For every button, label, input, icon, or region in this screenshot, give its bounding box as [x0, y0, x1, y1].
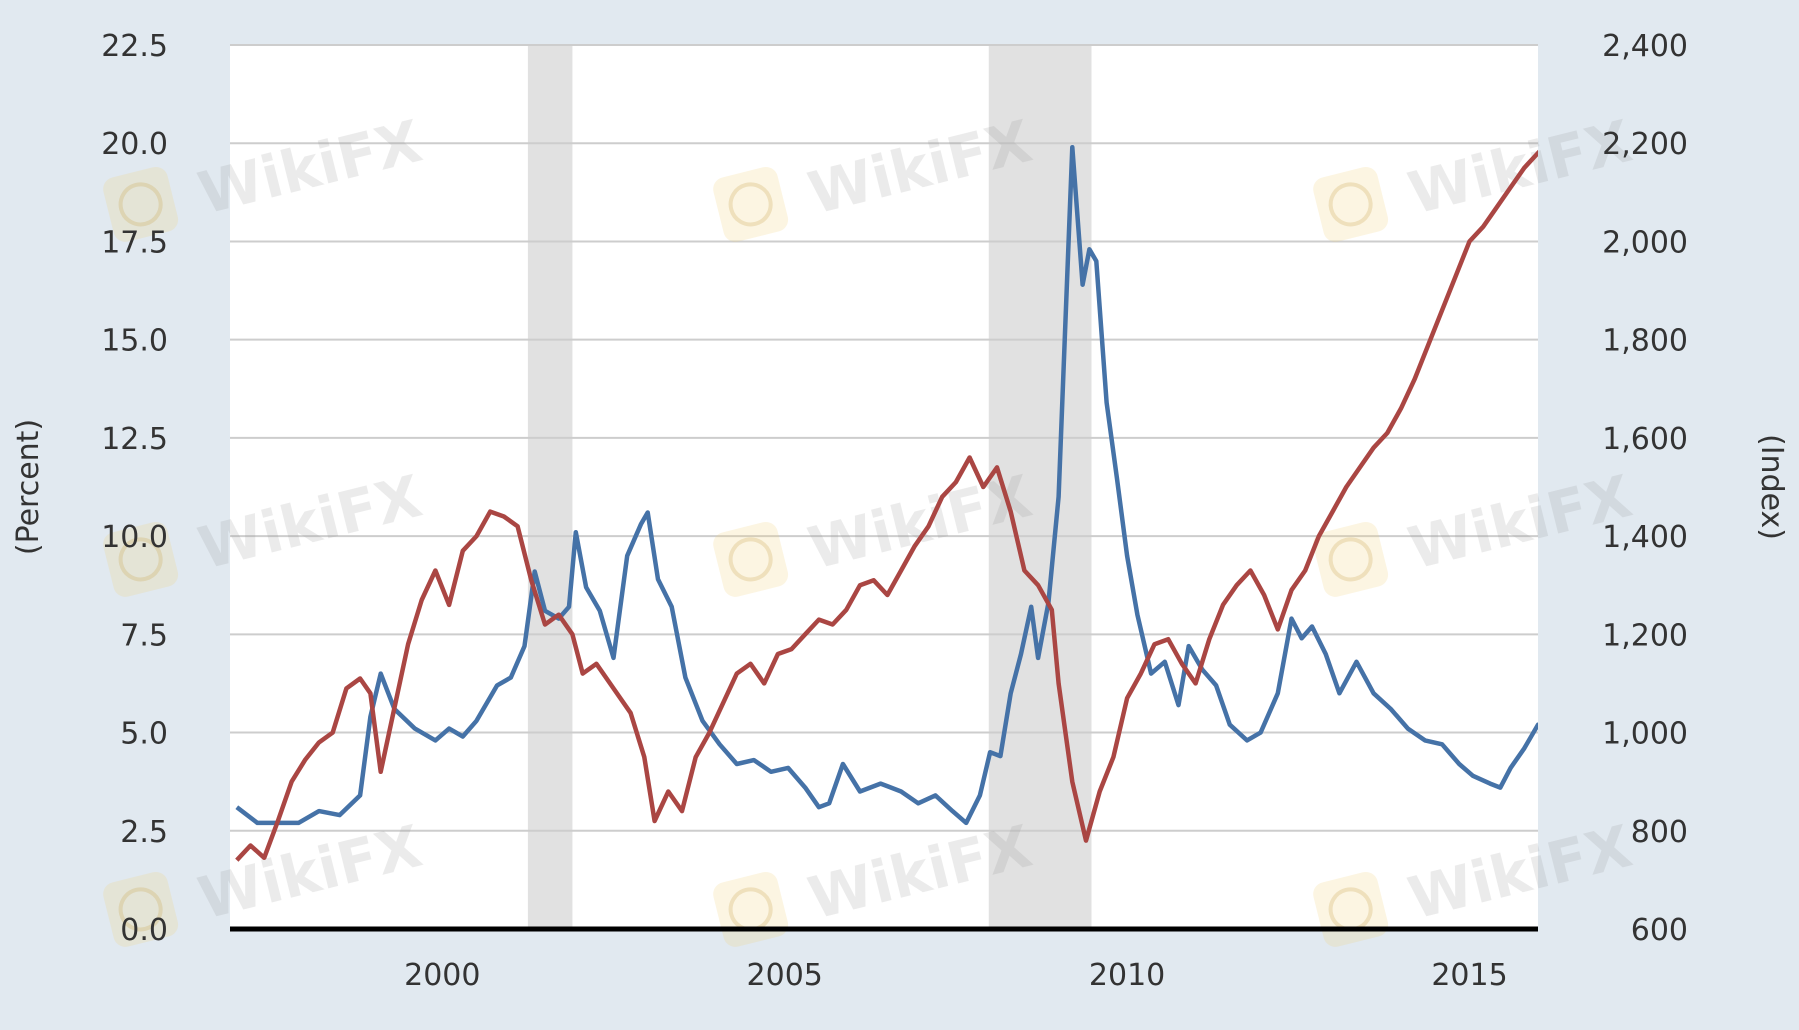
watermark-logo-icon: [1313, 521, 1389, 597]
right-y-tick-label: 1,800: [1602, 324, 1688, 359]
watermark-logo-ring: [728, 537, 773, 582]
watermark-logo-ring: [1328, 537, 1373, 582]
left-y-tick-label: 15.0: [101, 324, 168, 359]
left-y-tick-label: 22.5: [101, 29, 168, 64]
left-y-tick-label: 2.5: [120, 815, 168, 850]
left-y-tick-label: 20.0: [101, 127, 168, 162]
right-y-tick-label: 600: [1631, 913, 1688, 948]
right-axis-title: (Index): [1754, 434, 1789, 540]
x-tick-label: 2015: [1431, 958, 1507, 993]
right-y-tick-label: 2,400: [1602, 29, 1688, 64]
watermark-logo-icon: [103, 871, 179, 947]
watermark-logo-ring: [118, 537, 163, 582]
plot-area: [230, 45, 1538, 929]
right-y-tick-label: 1,600: [1602, 422, 1688, 457]
left-y-tick-label: 7.5: [120, 618, 168, 653]
watermark-logo-icon: [713, 166, 789, 242]
watermark-logo-icon: [1313, 166, 1389, 242]
right-axis-series-line: [235, 149, 1538, 862]
right-y-tick-label: 1,200: [1602, 618, 1688, 653]
right-y-tick-label: 800: [1631, 815, 1688, 850]
left-y-tick-label: 0.0: [120, 913, 168, 948]
watermark-logo-icon: [103, 166, 179, 242]
watermark-logo-icon: [713, 521, 789, 597]
left-axis-title: (Percent): [11, 419, 46, 555]
x-axis-ticks: 2000 2005 2010 2015: [404, 958, 1508, 993]
left-axis-series-line: [235, 144, 1538, 826]
right-y-tick-label: 1,000: [1602, 717, 1688, 752]
left-y-tick-label: 12.5: [101, 422, 168, 457]
data-series: [235, 144, 1538, 862]
watermark-logo-ring: [728, 182, 773, 227]
right-y-tick-label: 2,200: [1602, 127, 1688, 162]
left-y-tick-label: 17.5: [101, 225, 168, 260]
gridlines: [230, 44, 1538, 832]
right-y-tick-label: 1,400: [1602, 520, 1688, 555]
watermark-logo-ring: [118, 887, 163, 932]
watermark-logo-icon: [103, 521, 179, 597]
left-y-tick-label: 5.0: [120, 717, 168, 752]
watermark-logo-ring: [1328, 182, 1373, 227]
x-tick-label: 2010: [1089, 958, 1165, 993]
recession-band-1: [527, 45, 573, 929]
left-y-axis-ticks: 0.0 2.5 5.0 7.5 10.0 12.5 15.0 17.5 20.0 22.5: [101, 29, 168, 948]
watermark-logo-ring: [118, 182, 163, 227]
left-y-tick-label: 10.0: [101, 520, 168, 555]
right-y-axis-ticks: 600 800 1,000 1,200 1,400 1,600 1,800 2,000 2,20…: [1602, 29, 1688, 948]
x-tick-label: 2000: [404, 958, 480, 993]
right-y-tick-label: 2,000: [1602, 225, 1688, 260]
x-tick-label: 2005: [747, 958, 823, 993]
